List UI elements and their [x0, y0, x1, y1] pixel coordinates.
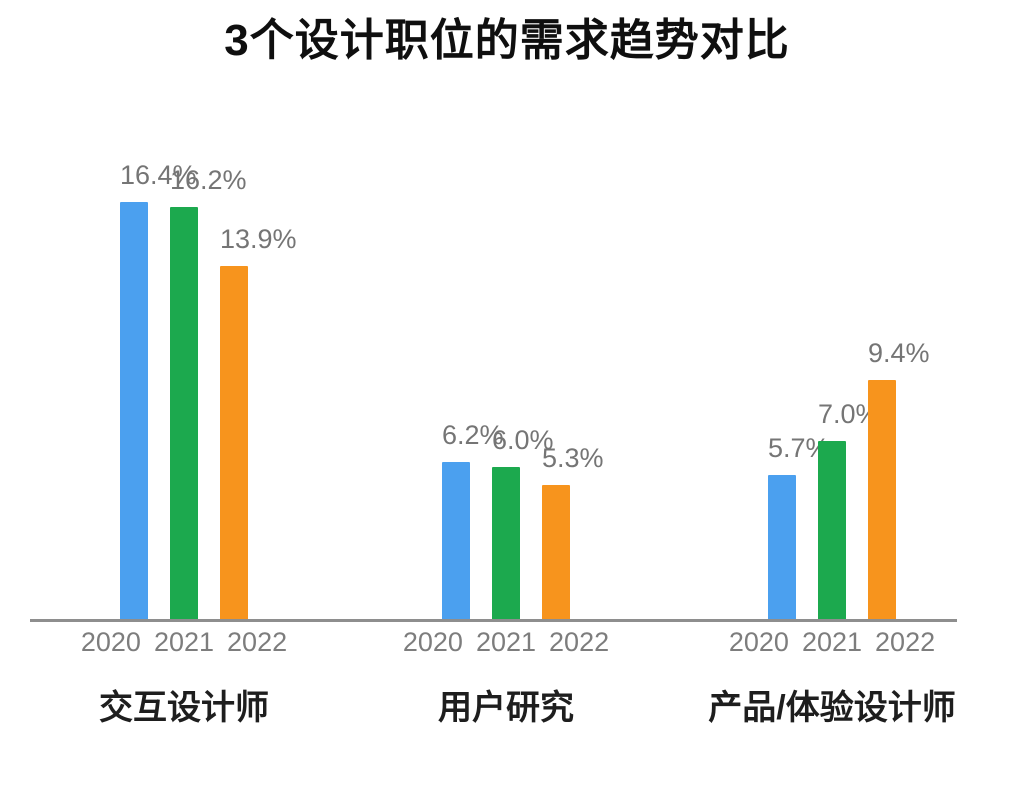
bar-2020-group1 [120, 202, 148, 620]
x-axis-line [30, 619, 957, 622]
bar-group-2: 6.2% 6.0% 5.3% [442, 0, 604, 620]
x-tick-label: 2020 [80, 627, 141, 657]
bar-value-label: 9.4% [868, 338, 930, 368]
bar-2021-group3 [818, 441, 846, 620]
x-tick-label: 2022 [549, 627, 610, 657]
bar-2022-group3 [868, 380, 896, 620]
bar-2020-group3 [768, 475, 796, 620]
bar-value-label: 6.0% [492, 425, 554, 455]
x-tick-row-2: 2020 2021 2022 [396, 627, 616, 658]
bar-slot-2020: 16.4% [120, 160, 197, 620]
bar-slot-2022: 13.9% [220, 224, 297, 620]
x-tick-row-3: 2020 2021 2022 [722, 627, 942, 658]
x-tick-label: 2020 [402, 627, 463, 657]
bar-slot-2022: 5.3% [542, 443, 604, 620]
bar-2020-group2 [442, 462, 470, 620]
bar-value-label: 5.3% [542, 443, 604, 473]
x-tick-label: 2022 [875, 627, 936, 657]
bar-slot-2020: 6.2% [442, 420, 504, 620]
bar-value-label: 6.2% [442, 420, 504, 450]
category-label-3: 产品/体验设计师 [708, 689, 956, 727]
bar-slot-2020: 5.7% [768, 433, 830, 620]
bar-slot-2021: 6.0% [492, 425, 554, 620]
x-tick-label: 2021 [475, 627, 537, 657]
x-tick-label: 2021 [153, 627, 215, 657]
bar-slot-2021: 16.2% [170, 165, 247, 620]
bar-2021-group2 [492, 467, 520, 620]
category-label-1: 交互设计师 [99, 689, 269, 727]
bar-value-label: 16.2% [170, 165, 247, 195]
x-tick-label: 2022 [227, 627, 288, 657]
bar-2022-group1 [220, 266, 248, 620]
x-tick-row-1: 2020 2021 2022 [74, 627, 294, 658]
bar-value-label: 7.0% [818, 399, 880, 429]
bar-value-label: 13.9% [220, 224, 297, 254]
category-label-2: 用户研究 [438, 689, 574, 727]
bar-slot-2022: 9.4% [868, 338, 930, 620]
chart-title: 3个设计职位的需求趋势对比 [224, 16, 790, 65]
x-tick-label: 2021 [801, 627, 863, 657]
bar-2022-group2 [542, 485, 570, 620]
bar-slot-2021: 7.0% [818, 399, 880, 620]
bar-2021-group1 [170, 207, 198, 620]
bar-group-1: 16.4% 16.2% 13.9% [120, 0, 297, 620]
x-tick-label: 2020 [728, 627, 789, 657]
bar-value-label: 5.7% [768, 433, 830, 463]
bar-value-label: 16.4% [120, 160, 197, 190]
bar-group-3: 5.7% 7.0% 9.4% [768, 0, 930, 620]
